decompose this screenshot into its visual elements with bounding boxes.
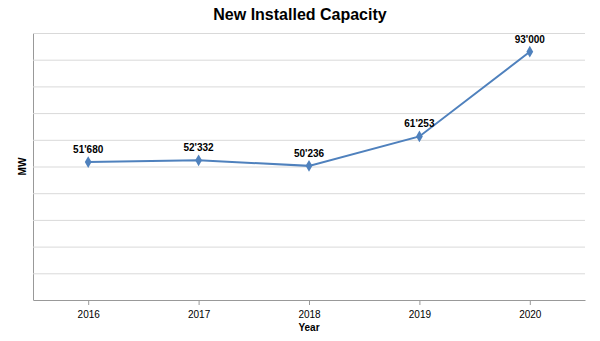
y-tick (33, 86, 585, 87)
y-tick (33, 247, 585, 248)
x-axis: 2016 2017 2018 2019 2020 (34, 300, 586, 320)
y-tick (33, 60, 585, 61)
line (88, 52, 530, 166)
grid-line (33, 140, 585, 141)
series (85, 46, 533, 172)
x-axis-title: Year (298, 322, 319, 333)
data-label: 93'000 (515, 34, 546, 45)
marker (416, 131, 423, 143)
grid-line (33, 60, 585, 61)
x-tick-label: 2018 (298, 309, 321, 320)
grid-line (33, 220, 585, 221)
marker (195, 154, 202, 166)
x-tick-label: 2019 (409, 309, 432, 320)
grid-line (33, 113, 585, 114)
data-label: 61'253 (404, 118, 435, 129)
title: New Installed Capacity (213, 6, 386, 23)
x-tick-label: 2020 (519, 309, 542, 320)
x-tick: 2018 (298, 300, 321, 320)
x-tick: 2016 (78, 300, 101, 320)
x-tick-label: 2016 (78, 309, 101, 320)
x-tick-mark (419, 300, 420, 305)
plot: 2016 2017 2018 2019 2020 51'680 52'332 50'236 61… (33, 34, 586, 321)
x-tick: 2019 (409, 300, 432, 320)
x-tick-mark (199, 300, 200, 305)
y-tick (33, 140, 585, 141)
y-tick (33, 113, 585, 114)
marker (85, 156, 92, 168)
y-tick (33, 220, 585, 221)
y-axis (33, 34, 585, 301)
x-tick: 2020 (519, 300, 542, 320)
data-label: 50'236 (294, 148, 325, 159)
data-label: 52'332 (184, 142, 215, 153)
marker (526, 46, 533, 58)
data-label: 51'680 (73, 144, 104, 155)
y-tick (33, 33, 585, 34)
y-tick (33, 193, 585, 194)
y-tick (33, 273, 585, 274)
x-tick-mark (309, 300, 310, 305)
y-axis-title: MW (17, 157, 28, 175)
x-tick: 2017 (188, 300, 211, 320)
x-tick-mark (88, 300, 89, 305)
x-tick-mark (530, 300, 531, 305)
grid-line (33, 193, 585, 194)
grid-line (33, 247, 585, 248)
grid-line (33, 273, 585, 274)
grid-line (33, 33, 585, 34)
x-tick-label: 2017 (188, 309, 211, 320)
grid-line (33, 86, 585, 87)
marker (306, 160, 313, 172)
chart: 2016 2017 2018 2019 2020 51'680 52'332 50'236 61… (0, 0, 600, 341)
data-labels: 51'680 52'332 50'236 61'253 93'000 (73, 34, 545, 159)
